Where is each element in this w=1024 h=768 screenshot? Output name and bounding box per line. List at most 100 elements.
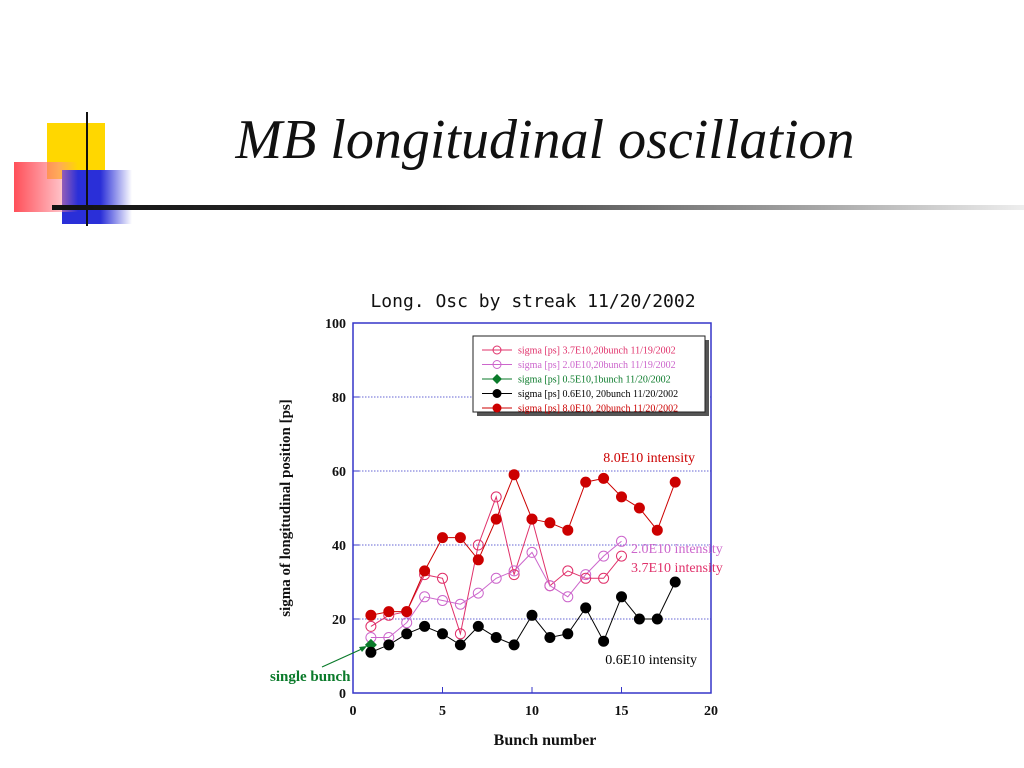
decor-red-square (14, 162, 78, 212)
data-point-s1-11 (562, 591, 574, 603)
data-point-s4-2 (401, 606, 413, 618)
legend-box (472, 335, 706, 413)
data-point-s3-2 (401, 628, 413, 640)
data-point-s4-5 (454, 532, 466, 544)
data-point-s1-12 (580, 569, 592, 581)
y-tick-label: 20 (332, 613, 346, 628)
data-point-s4-8 (508, 469, 520, 481)
data-point-s3-12 (580, 602, 592, 614)
data-point-s3-5 (454, 639, 466, 651)
annotation-3-7e10: 3.7E10 intensity (631, 561, 723, 576)
legend-marker (492, 345, 502, 355)
data-point-s3-14 (616, 591, 627, 603)
annotation-single-bunch: single bunch (270, 669, 351, 685)
data-point-s3-8 (508, 639, 520, 651)
x-tick-label: 15 (615, 704, 629, 719)
annotation-2e10: 2.0E10 intensity (631, 542, 723, 557)
legend-marker (492, 360, 502, 369)
y-tick-label: 40 (332, 539, 346, 554)
data-point-s3-16 (651, 613, 663, 625)
data-point-s4-7 (490, 513, 502, 525)
data-point-s3-9 (526, 609, 538, 621)
axis-ticks: 0 20 40 60 80 100 0 5 10 15 20 (325, 317, 718, 719)
data-point-s4-12 (580, 476, 592, 488)
data-point-s3-0 (365, 646, 377, 658)
data-point-s1-7 (490, 572, 502, 584)
data-point-s4-1 (383, 606, 395, 618)
data-point-s0-13 (598, 572, 610, 584)
data-point-s3-10 (544, 632, 556, 643)
data-point-s3-13 (598, 635, 610, 647)
x-tick-label: 0 (350, 704, 357, 719)
data-point-s1-13 (598, 550, 610, 562)
data-point-s0-14 (616, 550, 627, 562)
x-tick-label: 10 (525, 704, 539, 719)
data-point-s4-4 (437, 532, 448, 544)
title-underline (52, 205, 1024, 210)
data-point-s4-14 (616, 491, 627, 503)
data-point-s3-11 (562, 628, 574, 640)
x-axis-label: Bunch number (494, 732, 597, 749)
data-point-s4-9 (526, 513, 538, 525)
legend-marker (492, 403, 502, 413)
y-tick-label: 100 (325, 317, 346, 332)
data-point-s0-8 (508, 569, 520, 581)
data-point-s1-14 (616, 535, 627, 547)
data-point-s1-5 (454, 598, 466, 610)
series-line-3 (370, 581, 676, 653)
single-bunch-arrowhead (359, 646, 367, 652)
data-point-s1-3 (419, 591, 431, 603)
data-point-s3-7 (490, 632, 502, 643)
legend-items: sigma [ps] 3.7E10,20bunch 11/19/2002 sigm… (482, 345, 678, 415)
legend-label: sigma [ps] 0.6E10, 20bunch 11/20/2002 (518, 389, 678, 400)
data-point-s2-0 (364, 638, 377, 651)
data-point-s3-15 (633, 613, 645, 625)
legend-label: sigma [ps] 3.7E10,20bunch 11/19/2002 (518, 346, 676, 357)
data-point-s0-0 (365, 620, 377, 632)
data-point-s4-16 (651, 524, 663, 536)
data-point-s1-10 (544, 580, 556, 592)
data-points (364, 469, 681, 658)
data-point-s4-17 (669, 476, 681, 488)
series-lines (370, 473, 676, 653)
data-point-s0-4 (437, 572, 448, 584)
data-point-s0-12 (580, 572, 592, 584)
x-tick-label: 20 (704, 704, 718, 719)
data-point-s4-6 (472, 554, 484, 566)
y-tick-label: 60 (332, 465, 346, 480)
data-point-s1-8 (508, 565, 520, 577)
x-tick-label: 5 (439, 704, 446, 719)
y-tick-label: 80 (332, 391, 346, 406)
legend: sigma [ps] 3.7E10,20bunch 11/19/2002 sigm… (472, 335, 709, 416)
data-point-s3-4 (437, 628, 448, 640)
data-point-s3-17 (669, 576, 681, 588)
grid (353, 396, 711, 620)
legend-label: sigma [ps] 8.0E10, 20bunch 11/20/2002 (518, 404, 678, 415)
series-line-1 (370, 540, 622, 638)
y-axis-label: sigma of longitudinal position [ps] (278, 399, 294, 617)
decor-vertical-line (86, 112, 88, 226)
data-point-s0-5 (454, 628, 466, 640)
chart-title: Long. Osc by streak 11/20/2002 (370, 291, 695, 312)
data-point-s1-2 (401, 617, 413, 629)
data-point-s0-11 (562, 565, 574, 577)
legend-marker (492, 374, 502, 384)
data-point-s4-15 (633, 502, 645, 514)
data-point-s4-11 (562, 524, 574, 536)
data-point-s0-6 (472, 539, 484, 551)
data-point-s4-0 (365, 609, 377, 621)
data-point-s3-3 (419, 620, 431, 632)
data-point-s4-10 (544, 517, 556, 529)
legend-marker (492, 389, 502, 398)
data-point-s0-7 (490, 491, 502, 503)
data-point-s4-13 (598, 472, 610, 484)
data-point-s1-9 (526, 546, 538, 558)
data-point-s3-6 (472, 620, 484, 632)
data-point-s1-6 (472, 587, 484, 599)
single-bunch-pointer (321, 647, 365, 668)
annotation-0-6e10: 0.6E10 intensity (605, 653, 697, 668)
slide-title: MB longitudinal oscillation (235, 109, 855, 171)
data-point-s4-3 (419, 565, 431, 577)
annotation-8e10: 8.0E10 intensity (603, 451, 695, 466)
chart: Long. Osc by streak 11/20/2002 0 20 40 60 80… (270, 291, 723, 749)
